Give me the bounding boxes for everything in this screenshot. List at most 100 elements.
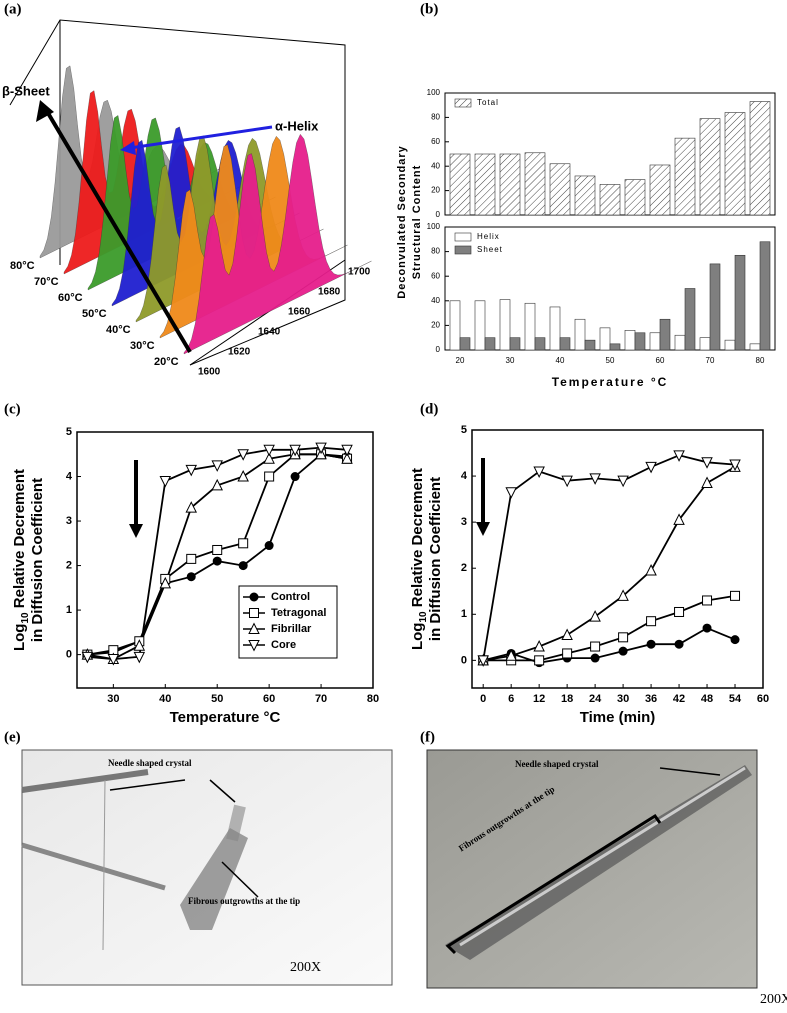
x-tick-label: 24	[589, 693, 602, 705]
marker	[590, 641, 601, 652]
bar	[759, 241, 771, 351]
y-tick-label: 3	[66, 515, 72, 527]
y-tick-label: 0	[66, 649, 72, 661]
y-axis-title: Log10 Relative Decrement	[11, 469, 31, 651]
marker	[185, 501, 198, 513]
marker	[673, 450, 685, 462]
plot-frame	[76, 431, 374, 689]
y-tick-label: 5	[461, 424, 467, 436]
wavenumber-label: 1600	[198, 367, 221, 378]
wavenumber-label: 1680	[318, 287, 341, 298]
micrographs: Needle shaped crystal Fibrous outgrowths …	[21, 749, 787, 1007]
marker	[617, 589, 629, 601]
marker	[315, 442, 327, 455]
marker	[533, 640, 545, 652]
marker	[646, 639, 656, 649]
legend-label: Total	[477, 98, 499, 107]
bar	[709, 263, 721, 351]
marker	[673, 513, 685, 525]
line	[482, 454, 736, 661]
marker	[589, 610, 601, 622]
marker	[249, 592, 259, 602]
y-tick-label: 4	[66, 470, 73, 482]
bar	[624, 179, 646, 216]
y-axis-title: Log10 Relative Decrement	[409, 468, 429, 650]
plot-frame	[471, 429, 764, 689]
y-tick-label: 0	[436, 345, 441, 354]
marker	[505, 649, 517, 661]
legend-swatch	[454, 98, 472, 108]
bar	[684, 288, 696, 351]
legend-label: Fibrillar	[271, 623, 312, 635]
x-tick-label: 30	[506, 356, 515, 365]
panel-label: (f)	[420, 729, 435, 745]
bar	[574, 175, 596, 216]
panel-label: (c)	[4, 401, 21, 417]
y-tick-label: 20	[431, 186, 440, 195]
x-axis-title: Time (min)	[580, 709, 656, 726]
bar	[699, 337, 711, 351]
panel-label: (e)	[4, 729, 21, 745]
y-tick-label: 100	[427, 88, 441, 97]
y-axis-title-part: Log	[409, 623, 426, 651]
y-tick-label: 80	[431, 113, 440, 122]
x-tick-label: 6	[508, 693, 514, 705]
marker	[289, 444, 301, 457]
x-tick-label: 40	[159, 693, 171, 705]
bar	[724, 112, 746, 216]
marker	[562, 648, 573, 659]
marker	[561, 475, 573, 488]
arrow-head	[120, 141, 136, 155]
bar	[659, 318, 671, 351]
x-tick-label: 70	[706, 356, 715, 365]
marker	[159, 475, 172, 488]
panel-label: (d)	[420, 401, 438, 417]
bar	[674, 137, 696, 216]
arrow-head	[129, 524, 143, 538]
y-tick-label: 1	[66, 604, 72, 616]
x-tick-label: 60	[656, 356, 665, 365]
marker	[341, 452, 353, 464]
y-tick-label: 4	[461, 470, 468, 482]
spectrum	[183, 134, 372, 355]
bar	[459, 337, 471, 351]
line	[483, 595, 736, 662]
marker	[589, 473, 601, 485]
bar	[524, 302, 536, 351]
marker	[238, 538, 249, 549]
legend-label: Tetragonal	[271, 607, 326, 619]
temperature-label: 50°C	[82, 308, 107, 320]
fibers	[445, 765, 752, 960]
panel-label: (a)	[4, 1, 22, 17]
y-axis-title: Deconvulated Secondary	[396, 145, 408, 298]
bar	[584, 339, 596, 351]
marker	[674, 639, 684, 649]
bar	[674, 334, 686, 351]
marker	[186, 572, 196, 582]
x-tick-label: 30	[617, 693, 629, 705]
bar	[549, 306, 561, 351]
arrow	[129, 125, 273, 150]
bar	[749, 343, 761, 351]
magnification: 200X	[290, 960, 321, 975]
bracket	[445, 813, 662, 955]
x-tick-label: 42	[673, 693, 685, 705]
bar	[474, 300, 486, 351]
panel-label: (b)	[420, 1, 438, 17]
bar	[509, 337, 521, 351]
marker	[133, 651, 146, 664]
marker	[645, 461, 657, 474]
x-tick-label: 36	[645, 693, 657, 705]
marker	[248, 622, 260, 634]
bar	[549, 163, 571, 216]
marker	[237, 449, 249, 461]
bar	[499, 153, 521, 216]
x-tick-label: 0	[480, 693, 486, 705]
fibers	[180, 828, 248, 930]
marker	[645, 563, 657, 576]
temperature-label: 30°C	[130, 340, 155, 352]
y-axis-title-part: 10	[418, 611, 429, 623]
marker	[249, 608, 259, 618]
marker	[238, 561, 248, 571]
outgrowth-label: Fibrous outgrowths at the tip	[188, 896, 300, 906]
